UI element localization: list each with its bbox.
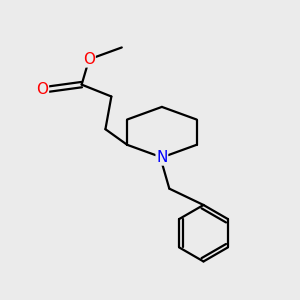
Text: O: O (36, 82, 48, 97)
Text: O: O (83, 52, 95, 67)
Text: N: N (156, 150, 168, 165)
